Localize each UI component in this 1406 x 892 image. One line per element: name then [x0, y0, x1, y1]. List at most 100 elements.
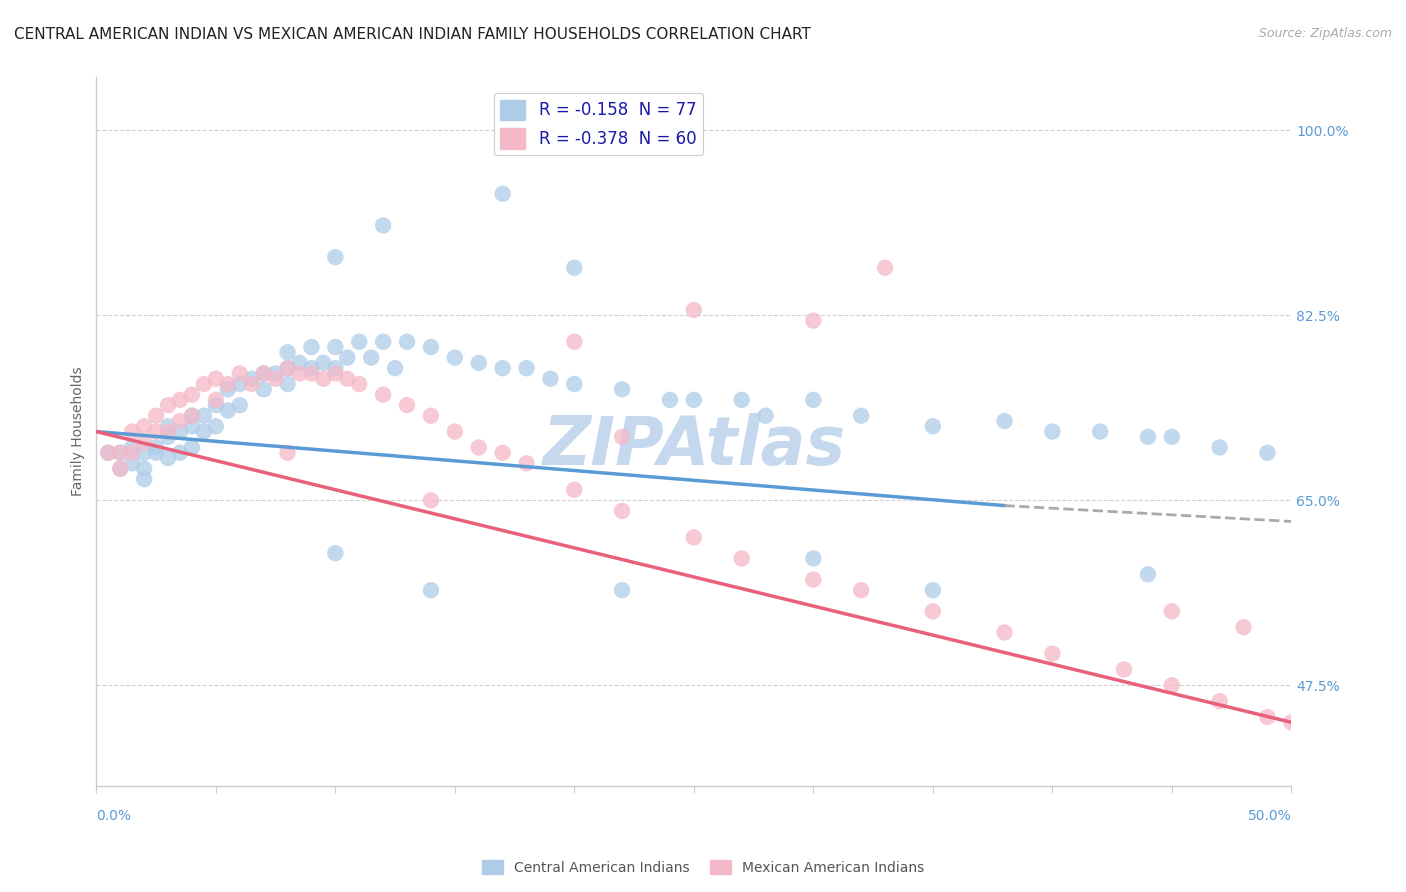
Y-axis label: Family Households: Family Households [72, 367, 86, 497]
Point [373, 387, 395, 401]
Point [658, 392, 681, 407]
Text: CENTRAL AMERICAN INDIAN VS MEXICAN AMERICAN INDIAN FAMILY HOUSEHOLDS CORRELATION: CENTRAL AMERICAN INDIAN VS MEXICAN AMERI… [14, 27, 811, 42]
Point [921, 419, 943, 434]
Point [169, 392, 191, 407]
Point [1136, 567, 1159, 582]
Point [420, 409, 443, 423]
Point [288, 356, 311, 370]
Point [1208, 441, 1230, 455]
Legend: R = -0.158  N = 77, R = -0.378  N = 60: R = -0.158 N = 77, R = -0.378 N = 60 [494, 93, 703, 155]
Point [360, 351, 382, 365]
Point [444, 351, 467, 365]
Point [468, 356, 491, 370]
Point [682, 303, 704, 318]
Point [277, 377, 299, 392]
Point [240, 372, 263, 386]
Point [492, 186, 515, 201]
Point [181, 419, 204, 434]
Point [396, 334, 419, 349]
Point [312, 356, 335, 370]
Point [562, 377, 585, 392]
Point [145, 446, 167, 460]
Point [730, 551, 752, 566]
Point [325, 340, 347, 354]
Point [849, 409, 872, 423]
Point [993, 625, 1015, 640]
Point [205, 419, 228, 434]
Point [325, 367, 347, 381]
Point [121, 456, 143, 470]
Point [145, 441, 167, 455]
Point [1232, 620, 1254, 634]
Point [325, 250, 347, 264]
Point [610, 430, 633, 444]
Point [384, 361, 406, 376]
Point [562, 334, 585, 349]
Point [253, 367, 276, 381]
Point [515, 456, 537, 470]
Point [682, 530, 704, 544]
Point [97, 446, 120, 460]
Point [205, 392, 228, 407]
Point [873, 260, 896, 275]
Point [145, 425, 167, 439]
Point [1256, 710, 1278, 724]
Point [264, 367, 287, 381]
Point [110, 446, 132, 460]
Point [193, 409, 215, 423]
Point [277, 446, 299, 460]
Text: ZIPAtlas: ZIPAtlas [543, 413, 845, 479]
Point [373, 334, 395, 349]
Point [325, 546, 347, 560]
Point [921, 583, 943, 598]
Point [181, 409, 204, 423]
Point [217, 403, 239, 417]
Point [492, 361, 515, 376]
Point [801, 313, 824, 327]
Point [562, 260, 585, 275]
Point [801, 551, 824, 566]
Point [264, 372, 287, 386]
Point [193, 425, 215, 439]
Point [110, 461, 132, 475]
Point [193, 377, 215, 392]
Point [110, 446, 132, 460]
Point [97, 446, 120, 460]
Point [492, 446, 515, 460]
Point [157, 419, 180, 434]
Point [157, 425, 180, 439]
Point [121, 441, 143, 455]
Point [240, 377, 263, 392]
Point [229, 367, 252, 381]
Point [288, 367, 311, 381]
Point [134, 461, 156, 475]
Point [169, 414, 191, 428]
Point [562, 483, 585, 497]
Text: 50.0%: 50.0% [1247, 809, 1291, 823]
Point [538, 372, 561, 386]
Point [157, 450, 180, 465]
Point [325, 361, 347, 376]
Point [1112, 663, 1135, 677]
Point [253, 382, 276, 396]
Point [610, 583, 633, 598]
Point [301, 340, 323, 354]
Point [169, 446, 191, 460]
Point [1208, 694, 1230, 708]
Point [993, 414, 1015, 428]
Point [1256, 446, 1278, 460]
Point [277, 361, 299, 376]
Point [181, 441, 204, 455]
Point [1040, 647, 1063, 661]
Text: Source: ZipAtlas.com: Source: ZipAtlas.com [1258, 27, 1392, 40]
Point [217, 382, 239, 396]
Point [373, 219, 395, 233]
Point [301, 361, 323, 376]
Point [205, 398, 228, 412]
Point [145, 409, 167, 423]
Point [1160, 678, 1182, 692]
Point [349, 334, 371, 349]
Text: 0.0%: 0.0% [97, 809, 131, 823]
Point [396, 398, 419, 412]
Point [610, 504, 633, 518]
